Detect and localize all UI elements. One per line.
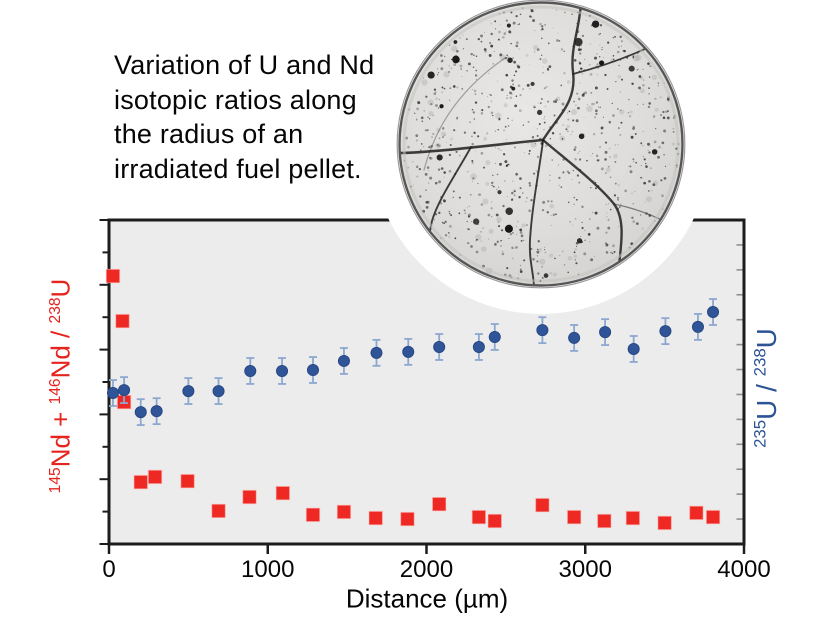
u-data-point bbox=[568, 331, 581, 344]
nd-data-point bbox=[147, 469, 163, 485]
right-y-axis-label: 235U / 238U bbox=[750, 328, 782, 448]
caption-line: Variation of U and Nd bbox=[114, 50, 375, 80]
nd-data-point bbox=[105, 268, 121, 284]
u-data-point bbox=[691, 320, 704, 333]
nd-data-point bbox=[400, 511, 415, 527]
nd-data-point bbox=[657, 515, 672, 531]
u-data-point bbox=[306, 364, 319, 377]
nd-data-point bbox=[242, 489, 257, 505]
caption-line: isotopic ratios along bbox=[114, 84, 357, 115]
x-tick-label: 1000 bbox=[241, 556, 294, 583]
u-data-point bbox=[370, 346, 383, 359]
u-data-point bbox=[707, 306, 720, 319]
pellet-rim bbox=[398, 1, 684, 287]
u-data-point bbox=[106, 387, 119, 400]
nd-data-point bbox=[597, 513, 612, 529]
nd-data-point bbox=[625, 510, 641, 526]
series-nd bbox=[105, 268, 721, 531]
nd-data-point bbox=[336, 504, 352, 520]
caption-line: irradiated fuel pellet. bbox=[114, 153, 362, 184]
left-y-axis-label: 145Nd + 146Nd / 238U bbox=[45, 278, 76, 494]
nd-data-point bbox=[275, 485, 291, 501]
u-data-point bbox=[627, 342, 640, 355]
x-axis-title: Distance (µm) bbox=[345, 583, 509, 614]
u-data-point bbox=[134, 406, 147, 419]
u-data-point bbox=[182, 385, 195, 398]
x-tick-label: 2000 bbox=[400, 556, 453, 583]
u-data-point bbox=[488, 330, 501, 343]
x-tick-label: 4000 bbox=[717, 556, 770, 583]
pellet-crack bbox=[541, 3, 583, 142]
u-data-point bbox=[402, 345, 415, 358]
pellet-crack bbox=[528, 140, 544, 285]
u-data-point bbox=[150, 405, 163, 418]
figure-caption: Variation of U and Nd isotopic ratios al… bbox=[114, 48, 374, 186]
nd-data-point bbox=[432, 496, 447, 512]
u-data-point bbox=[433, 341, 446, 354]
nd-data-point bbox=[705, 509, 721, 525]
u-data-point bbox=[536, 324, 549, 337]
pellet-crack bbox=[423, 57, 506, 171]
nd-data-point bbox=[535, 497, 550, 513]
u-data-point bbox=[659, 325, 672, 338]
caption-line: the radius of an bbox=[114, 119, 304, 149]
u-data-point bbox=[118, 384, 131, 397]
nd-data-point bbox=[115, 313, 130, 329]
x-tick-label: 3000 bbox=[559, 556, 612, 583]
u-data-point bbox=[212, 385, 225, 398]
nd-data-point bbox=[180, 473, 195, 489]
nd-data-point bbox=[133, 474, 148, 490]
u-data-point bbox=[472, 341, 485, 354]
nd-data-point bbox=[487, 513, 502, 529]
series-u bbox=[106, 298, 720, 426]
nd-data-point bbox=[368, 510, 383, 526]
x-tick-label: 0 bbox=[102, 556, 115, 583]
nd-data-point bbox=[305, 507, 321, 523]
u-data-point bbox=[599, 326, 612, 339]
nd-data-point bbox=[689, 505, 704, 521]
nd-data-point bbox=[566, 509, 582, 525]
u-data-point bbox=[337, 354, 350, 367]
u-data-point bbox=[244, 364, 257, 377]
u-data-point bbox=[276, 364, 289, 377]
nd-data-point bbox=[471, 509, 487, 525]
nd-data-point bbox=[211, 503, 226, 519]
